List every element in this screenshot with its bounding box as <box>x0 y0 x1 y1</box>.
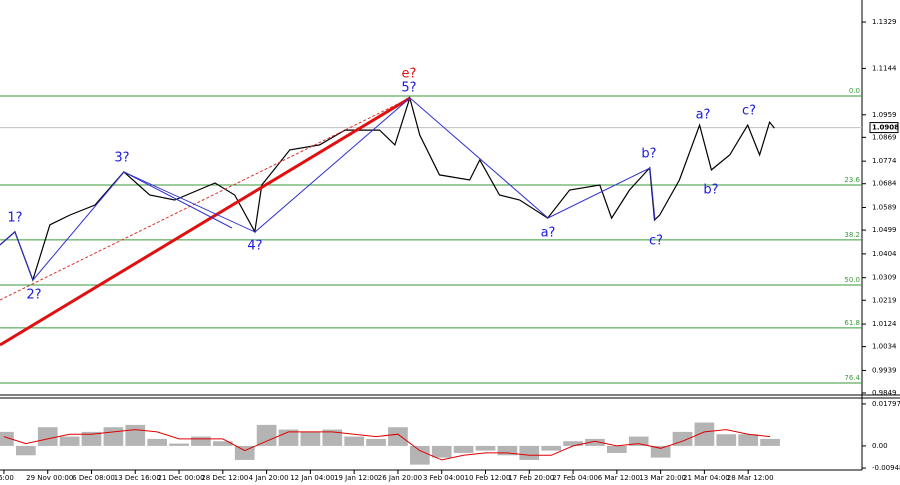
wave-label: b? <box>641 147 656 162</box>
x-tick-label: 27 Feb 04:00 <box>552 474 598 482</box>
y-tick-label: 1.0219 <box>872 296 897 304</box>
fib-label: 61.8 <box>844 319 860 327</box>
histogram-bar <box>256 424 277 446</box>
x-tick-label: 10 Feb 12:00 <box>465 474 511 482</box>
histogram-bar <box>125 424 146 446</box>
histogram-bar <box>738 434 759 446</box>
histogram-bar <box>15 445 36 456</box>
y-tick-label: 1.0869 <box>872 133 897 141</box>
histogram-bar <box>606 445 627 453</box>
histogram-bar <box>169 443 189 446</box>
y-tick-label: 1.0589 <box>872 204 897 212</box>
histogram-bar <box>541 445 562 451</box>
fib-label: 23.6 <box>844 176 860 184</box>
x-tick-label: 21 Dec 00:00 <box>158 474 205 482</box>
histogram-bar <box>322 429 343 446</box>
wave-label: c? <box>742 104 756 119</box>
histogram-bar <box>81 431 102 446</box>
wave-label: a? <box>541 226 556 241</box>
histogram-bar <box>563 441 583 446</box>
x-tick-label: 13 Mar 20:00 <box>639 474 686 482</box>
y-tick-label: 1.0034 <box>872 343 897 351</box>
x-tick-label: 13 Dec 16:00 <box>114 474 161 482</box>
x-tick-label: 17 Feb 20:00 <box>508 474 554 482</box>
x-tick-label: 28 Dec 12:00 <box>201 474 248 482</box>
y-tick-label: 1.0499 <box>872 226 897 234</box>
fib-label: 38.2 <box>844 231 860 239</box>
histogram-bar <box>409 445 430 465</box>
histogram-bar <box>497 445 518 456</box>
x-tick-label: 26 Jan 20:00 <box>378 474 422 482</box>
y-tick-label: 0.00 <box>872 442 888 450</box>
x-tick-label: 6 Dec 08:00 <box>72 474 115 482</box>
wave-label: b? <box>703 183 718 198</box>
histogram-bar <box>694 422 715 446</box>
histogram-bar <box>300 431 321 446</box>
x-tick-label: 12 Jan 04:00 <box>290 474 334 482</box>
histogram-bar <box>37 427 58 446</box>
histogram-bar <box>366 438 386 446</box>
wave-path <box>123 171 233 229</box>
wave-label: 5? <box>401 81 416 96</box>
wave-label: 1? <box>7 211 22 226</box>
y-tick-label: 0.9939 <box>872 366 897 374</box>
fib-label: 0.0 <box>849 87 860 95</box>
x-tick-label: 29 Nov 00:00 <box>26 474 73 482</box>
histogram-bar <box>191 436 211 446</box>
histogram-bar <box>519 445 540 460</box>
wave-label: 4? <box>247 239 262 254</box>
wave-path <box>0 97 656 281</box>
histogram-bar <box>650 445 671 458</box>
y-tick-label: 1.0404 <box>872 250 897 258</box>
y-tick-label: 0.9849 <box>872 389 897 397</box>
histogram-bar <box>585 438 605 446</box>
price-line <box>3 429 771 461</box>
wave-label: e? <box>402 67 417 82</box>
y-tick-label: 0.01797 <box>872 400 900 408</box>
x-tick-label: 3 Feb 04:00 <box>423 474 464 482</box>
x-tick-label: 21 Mar 04:00 <box>683 474 730 482</box>
fib-label: 50.0 <box>844 276 860 284</box>
x-tick-label: 28 Mar 12:00 <box>727 474 774 482</box>
y-tick-label: 1.1329 <box>872 18 897 26</box>
y-tick-label: 1.0309 <box>872 274 897 282</box>
price-line <box>0 95 775 282</box>
histogram-bar <box>212 441 233 446</box>
wave-label: a? <box>696 108 711 123</box>
wave-overlay: 1? 2? 3? 4? 5? e? a? b? c? a? b? c? <box>0 67 756 347</box>
trend-line <box>0 96 411 347</box>
x-tick-label: 4 Jan 20:00 <box>249 474 289 482</box>
y-tick-label: 1.0959 <box>872 111 897 119</box>
y-tick-label: 1.0774 <box>872 157 897 165</box>
histogram-bar <box>103 427 124 446</box>
histogram-bar <box>453 445 474 453</box>
histogram-bar <box>388 427 408 446</box>
histogram-bar <box>431 445 452 458</box>
histogram-bar <box>628 436 649 446</box>
histogram-bar <box>234 445 255 460</box>
histogram-bar <box>475 445 496 451</box>
histogram-bar <box>344 436 365 446</box>
histogram-bar <box>59 436 80 446</box>
y-tick-label: -0.00948 <box>872 464 900 472</box>
histogram-bar <box>716 434 737 446</box>
current-price-box <box>869 122 899 134</box>
x-tick-label: 19 Jan 12:00 <box>334 474 378 482</box>
histogram-bar <box>147 438 168 446</box>
y-tick-label: 1.0124 <box>872 320 897 328</box>
current-price-label: 1.0908 <box>872 124 899 132</box>
y-tick-label: 1.0684 <box>872 180 897 188</box>
trend-channel-dashed <box>0 97 411 301</box>
histogram-bar <box>760 438 780 446</box>
x-tick-label: 6:00 <box>0 474 14 482</box>
fib-label: 76.4 <box>844 374 860 382</box>
x-tick-label: 6 Mar 12:00 <box>598 474 640 482</box>
y-tick-label: 1.1144 <box>872 64 897 72</box>
wave-label: 3? <box>114 151 129 166</box>
wave-label: c? <box>649 234 663 249</box>
histogram-bar <box>0 431 14 446</box>
wave-label: 2? <box>26 288 41 303</box>
